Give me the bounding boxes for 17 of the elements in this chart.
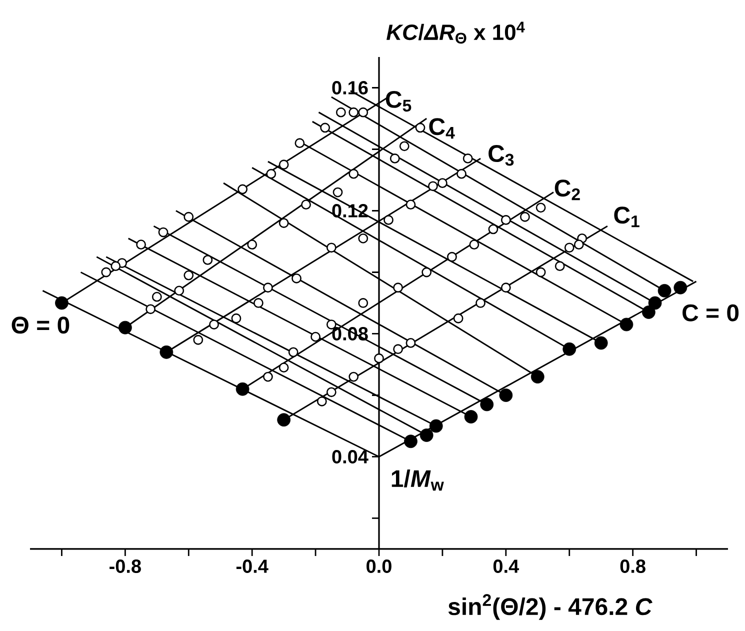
y-tick-label: 0.16 <box>332 81 368 94</box>
y-tick-label: 0.04 <box>332 450 368 464</box>
x-tick-label: 0.0 <box>366 560 392 573</box>
annotation: C$_{4}$ <box>429 118 455 139</box>
annotation: Θ = 0 <box>12 316 70 334</box>
annotation: C$_{2}$ <box>554 180 580 200</box>
x-tick-label: -0.4 <box>236 560 268 573</box>
x-tick-label: -0.8 <box>110 560 141 573</box>
x-tick-label: 0.8 <box>620 560 646 573</box>
annotation: C$_{3}$ <box>488 145 514 166</box>
annotation: C$_{1}$ <box>614 206 640 228</box>
x-tick-label: 0.4 <box>493 560 520 573</box>
annotation: 1/M$_{w}$ <box>392 470 444 491</box>
x-axis-title: sin$^{2}$(Θ/2) - 476.2 C <box>448 594 652 620</box>
annotation: C$_{5}$ <box>386 90 412 112</box>
annotation: C = 0 <box>682 304 739 322</box>
y-axis-title: KC/ΔR$_{Θ}$ x 10$^{4}$ <box>386 22 525 44</box>
